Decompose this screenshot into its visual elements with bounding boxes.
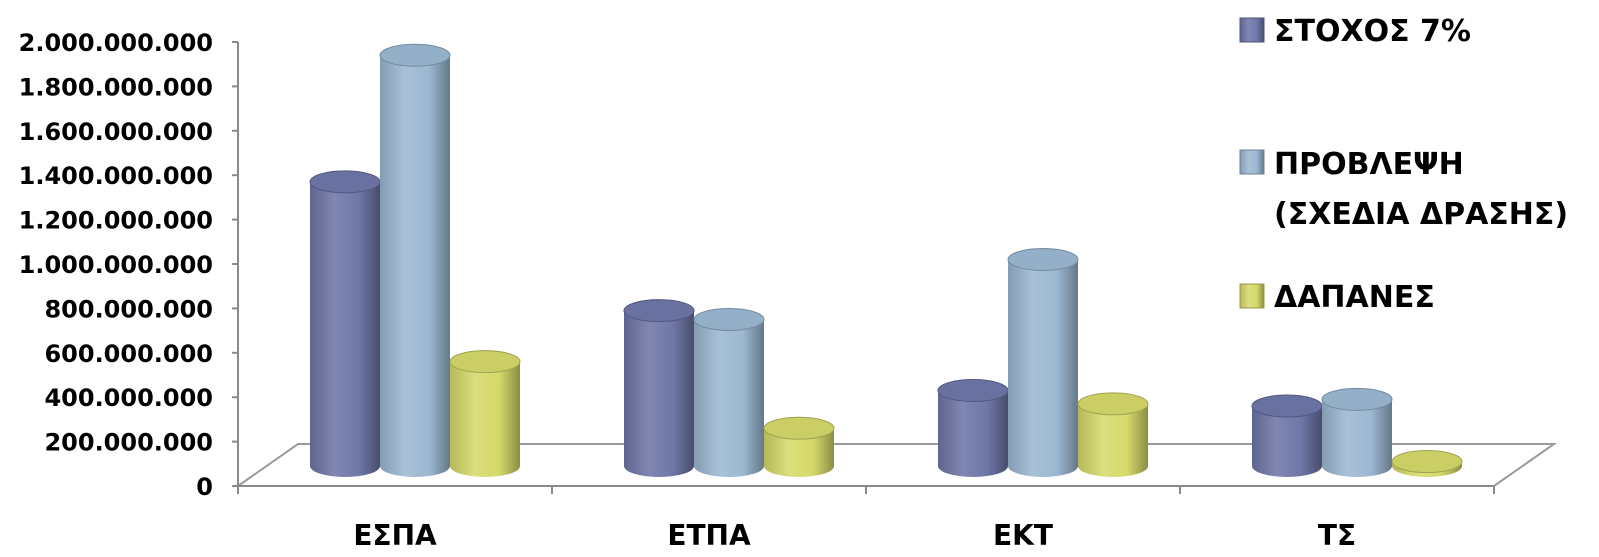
- x-tick-label: ΕΣΠΑ: [353, 519, 437, 552]
- y-tick-label: 1.200.000.000: [19, 207, 213, 235]
- y-tick-label: 400.000.000: [44, 384, 213, 412]
- bar-top: [1007, 248, 1079, 272]
- legend-item: ΣΤΟΧΟΣ 7%: [1239, 14, 1471, 49]
- legend-label: (ΣΧΕΔΙΑ ΔΡΑΣΗΣ): [1274, 197, 1568, 232]
- bar: [937, 379, 1009, 477]
- bar-body: [694, 319, 764, 477]
- bar-body: [310, 181, 380, 477]
- bar-body: [1008, 259, 1078, 477]
- x-tick-label: ΤΣ: [1318, 519, 1356, 552]
- bar: [1391, 450, 1463, 477]
- legend-label: ΣΤΟΧΟΣ 7%: [1274, 14, 1471, 49]
- x-tick-label: ΕΤΠΑ: [667, 519, 751, 552]
- x-axis: ΕΣΠΑ ΕΤΠΑ ΕΚΤ ΤΣ: [237, 485, 1495, 552]
- y-tick-label: 200.000.000: [44, 429, 213, 457]
- bar: [1077, 392, 1149, 477]
- bars: [309, 43, 1463, 478]
- bar-top: [763, 416, 835, 440]
- bar-top: [379, 43, 451, 67]
- legend-swatch: [1239, 283, 1265, 309]
- legend-swatch: [1239, 17, 1265, 43]
- bar-body: [764, 428, 834, 477]
- y-tick-label: 1.000.000.000: [19, 251, 213, 279]
- bar: [1251, 394, 1323, 477]
- legend-label: ΠΡΟΒΛΕΨΗ: [1274, 147, 1464, 182]
- y-tick-label: 800.000.000: [44, 295, 213, 323]
- bar: [693, 307, 765, 477]
- bar: [1007, 248, 1079, 477]
- bar-body: [380, 55, 450, 478]
- bar-top: [1077, 392, 1149, 416]
- bar: [309, 170, 381, 477]
- bar-top: [449, 350, 521, 374]
- y-tick-label: 1.400.000.000: [19, 162, 213, 190]
- bar-top: [937, 379, 1009, 403]
- bar-body: [1252, 406, 1322, 477]
- y-tick-label: 2.000.000.000: [19, 29, 213, 57]
- y-tick-label: 1.800.000.000: [19, 73, 213, 101]
- y-axis: 0 200.000.000 400.000.000 600.000.000 800.00…: [19, 29, 239, 501]
- legend-item: ΠΡΟΒΛΕΨΗ (ΣΧΕΔΙΑ ΔΡΑΣΗΣ): [1239, 147, 1568, 232]
- x-tick-label: ΕΚΤ: [993, 519, 1053, 552]
- bar-body: [450, 361, 520, 477]
- bar-body: [1078, 403, 1148, 477]
- bar: [379, 43, 451, 478]
- y-tick-label: 1.600.000.000: [19, 118, 213, 146]
- bar-top: [1391, 450, 1463, 474]
- legend-swatch: [1239, 149, 1265, 175]
- bar: [449, 350, 521, 477]
- bar: [1321, 387, 1393, 477]
- bar-top: [693, 307, 765, 331]
- legend-label: ΔΑΠΑΝΕΣ: [1274, 280, 1435, 315]
- legend-item: ΔΑΠΑΝΕΣ: [1239, 280, 1435, 315]
- bar-top: [309, 170, 381, 194]
- bar-body: [938, 390, 1008, 477]
- y-tick-label: 0: [196, 473, 213, 501]
- y-tick-label: 600.000.000: [44, 340, 213, 368]
- bar: [623, 299, 695, 477]
- legend: ΣΤΟΧΟΣ 7% ΠΡΟΒΛΕΨΗ (ΣΧΕΔΙΑ ΔΡΑΣΗΣ) ΔΑΠΑΝΕΣ: [1239, 14, 1568, 315]
- bar-body: [624, 310, 694, 477]
- bar-body: [1322, 399, 1392, 477]
- bar-top: [1321, 387, 1393, 411]
- bar-top: [623, 299, 695, 323]
- bar: [763, 416, 835, 477]
- bar-top: [1251, 394, 1323, 418]
